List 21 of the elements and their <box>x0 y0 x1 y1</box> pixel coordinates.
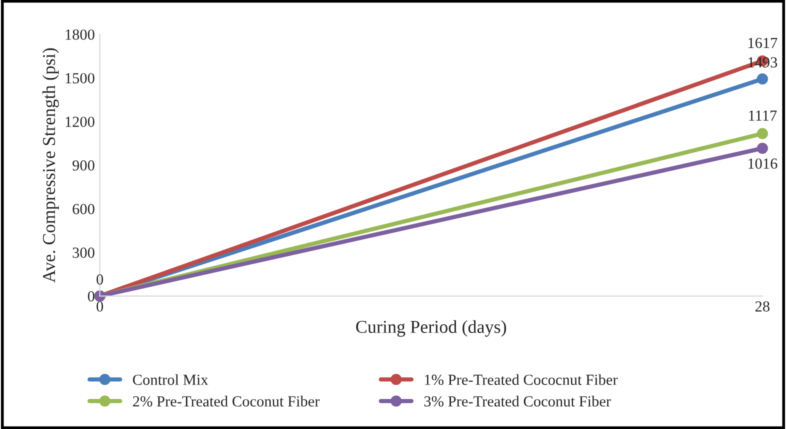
point <box>756 73 768 85</box>
y-tick-label: 1500 <box>66 73 94 84</box>
x-axis-title: Curing Period (days) <box>356 320 506 337</box>
y-tick-label: 1800 <box>66 29 94 40</box>
legend-label: 1% Pre-Treated Cococnut Fiber <box>424 374 618 386</box>
y-tick-label: 300 <box>72 248 94 258</box>
data-label: 1117 <box>749 110 777 121</box>
y-tick-label: 600 <box>72 204 94 214</box>
y-tick-label: 0 <box>88 291 94 302</box>
data-label: 1016 <box>748 158 778 169</box>
legend-label: 3% Pre-Treated Coconut Fiber <box>424 396 611 407</box>
data-label: 0 <box>96 274 104 285</box>
x-tick-label: 28 <box>755 301 770 312</box>
y-tick-label: 1200 <box>66 116 94 127</box>
point <box>756 142 768 154</box>
y-tick-label: 900 <box>72 160 94 171</box>
point <box>756 128 768 140</box>
y-axis-title: Ave. Compressive Strength (psi) <box>42 48 59 283</box>
data-label: 1617 <box>748 38 778 48</box>
legend-label: Control Mix <box>132 374 208 385</box>
legend-label: 2% Pre-Treated Coconut Fiber <box>133 396 320 407</box>
